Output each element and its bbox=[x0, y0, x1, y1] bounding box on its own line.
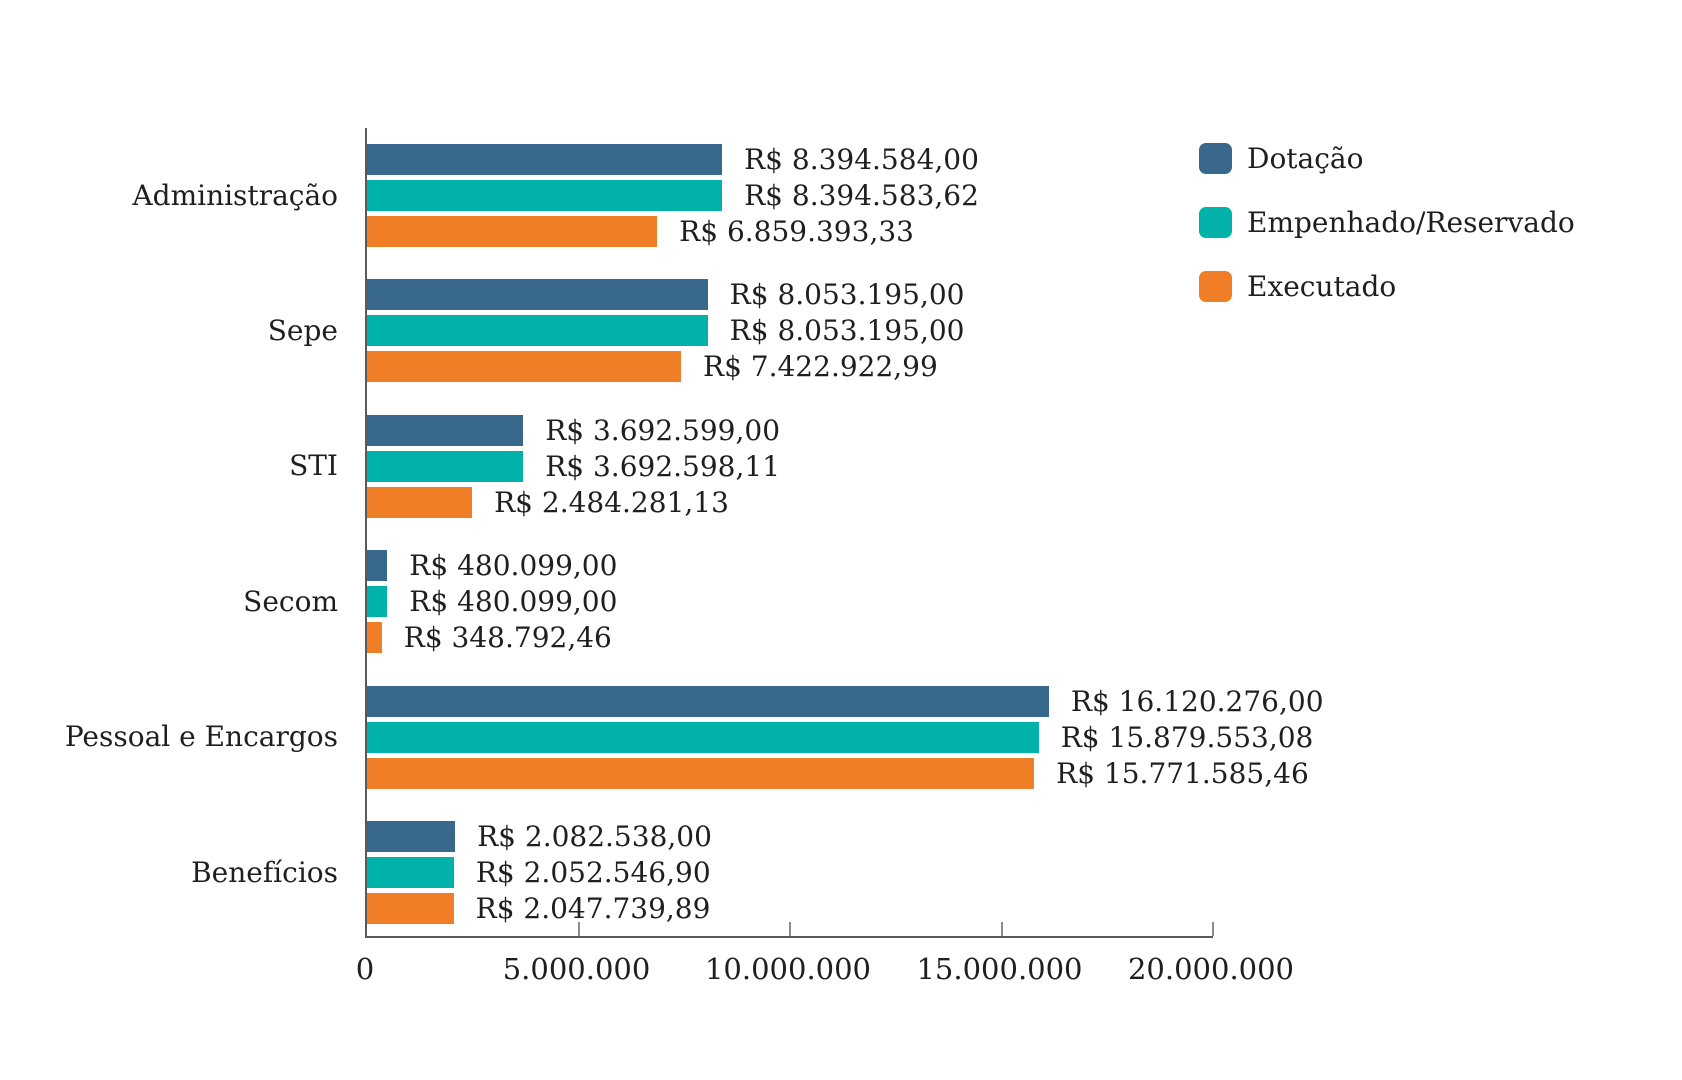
legend-swatch-icon bbox=[1199, 207, 1232, 238]
bar-Dotação-STI[interactable] bbox=[367, 414, 524, 446]
value-label: R$ 15.879.553,08 bbox=[1060, 720, 1314, 754]
plot-area: R$ 8.394.584,00 R$ 8.394.583,62 R$ 6.859.3… bbox=[365, 128, 1324, 938]
legend-item-Dotação[interactable]: Dotação bbox=[1199, 143, 1575, 174]
value-label: R$ 8.394.584,00 bbox=[744, 143, 979, 176]
bar-Dotação-Benefícios[interactable] bbox=[367, 821, 456, 853]
legend-item-Executado[interactable]: Executado bbox=[1199, 271, 1575, 302]
value-label: R$ 348.792,46 bbox=[403, 621, 612, 655]
value-label: R$ 7.422.922,99 bbox=[702, 350, 938, 384]
value-label: R$ 15.771.585,46 bbox=[1056, 756, 1309, 790]
x-axis-tick-label: 0 bbox=[355, 952, 375, 986]
bar-Empenhado/Reservado-STI[interactable] bbox=[367, 450, 524, 482]
category-label-Sepe: Sepe bbox=[267, 313, 338, 347]
x-axis-tick bbox=[1212, 922, 1214, 936]
x-axis-tick bbox=[1000, 922, 1003, 936]
value-label: R$ 480.099,00 bbox=[409, 585, 618, 619]
x-axis-tick-label: 20.000.000 bbox=[1127, 952, 1295, 986]
value-label: R$ 2.052.546,90 bbox=[475, 856, 711, 890]
legend-swatch-icon bbox=[1199, 143, 1232, 174]
value-label: R$ 3.692.598,11 bbox=[545, 449, 781, 483]
x-axis-tick-label: 5.000.000 bbox=[502, 952, 651, 986]
bar-Empenhado/Reservado-Administração[interactable] bbox=[367, 180, 723, 211]
value-label: R$ 2.484.281,13 bbox=[494, 485, 729, 519]
bar-Dotação-Sepe[interactable] bbox=[367, 279, 708, 311]
x-axis-tick bbox=[789, 922, 791, 936]
value-label: R$ 2.047.739,89 bbox=[475, 892, 711, 926]
value-label: R$ 3.692.599,00 bbox=[545, 413, 781, 447]
category-label-Secom: Secom bbox=[243, 584, 338, 618]
bar-Empenhado/Reservado-Sepe[interactable] bbox=[367, 315, 708, 347]
category-label-Administração: Administração bbox=[132, 178, 338, 212]
category-label-Pessoal e Encargos: Pessoal e Encargos bbox=[64, 720, 338, 754]
value-label: R$ 2.082.538,00 bbox=[477, 820, 712, 854]
bar-Executado-Benefícios[interactable] bbox=[367, 893, 454, 925]
x-axis-tick-label: 15.000.000 bbox=[916, 952, 1083, 986]
bar-Dotação-Pessoal e Encargos[interactable] bbox=[367, 685, 1049, 717]
x-axis-tick bbox=[577, 922, 580, 936]
legend-swatch-icon bbox=[1199, 271, 1232, 302]
value-label: R$ 6.859.393,33 bbox=[679, 215, 914, 248]
value-label: R$ 8.053.195,00 bbox=[729, 314, 965, 348]
legend-item-Empenhado/Reservado[interactable]: Empenhado/Reservado bbox=[1199, 207, 1575, 238]
bar-Executado-Secom[interactable] bbox=[367, 622, 382, 654]
bar-Empenhado/Reservado-Benefícios[interactable] bbox=[367, 857, 454, 889]
bar-Empenhado/Reservado-Pessoal e Encargos[interactable] bbox=[367, 721, 1039, 753]
value-label: R$ 8.053.195,00 bbox=[729, 278, 965, 312]
bar-Executado-Pessoal e Encargos[interactable] bbox=[367, 757, 1035, 789]
legend-label: Executado bbox=[1247, 270, 1397, 303]
category-label-STI: STI bbox=[289, 449, 338, 483]
legend-label: Empenhado/Reservado bbox=[1247, 206, 1575, 239]
bar-Dotação-Secom[interactable] bbox=[367, 550, 388, 582]
bar-Executado-Sepe[interactable] bbox=[367, 351, 681, 383]
legend: Dotação Empenhado/Reservado Executado bbox=[1199, 143, 1575, 302]
x-axis-tick-label: 10.000.000 bbox=[704, 952, 872, 986]
legend-label: Dotação bbox=[1247, 142, 1364, 175]
value-label: R$ 8.394.583,62 bbox=[744, 179, 979, 212]
bar-Executado-STI[interactable] bbox=[367, 486, 473, 518]
bar-Dotação-Administração[interactable] bbox=[367, 144, 723, 175]
bar-Empenhado/Reservado-Secom[interactable] bbox=[367, 586, 388, 618]
bar-Executado-Administração[interactable] bbox=[367, 216, 658, 247]
value-label: R$ 480.099,00 bbox=[409, 549, 618, 583]
category-label-Benefícios: Benefícios bbox=[191, 855, 338, 889]
value-label: R$ 16.120.276,00 bbox=[1070, 684, 1324, 718]
